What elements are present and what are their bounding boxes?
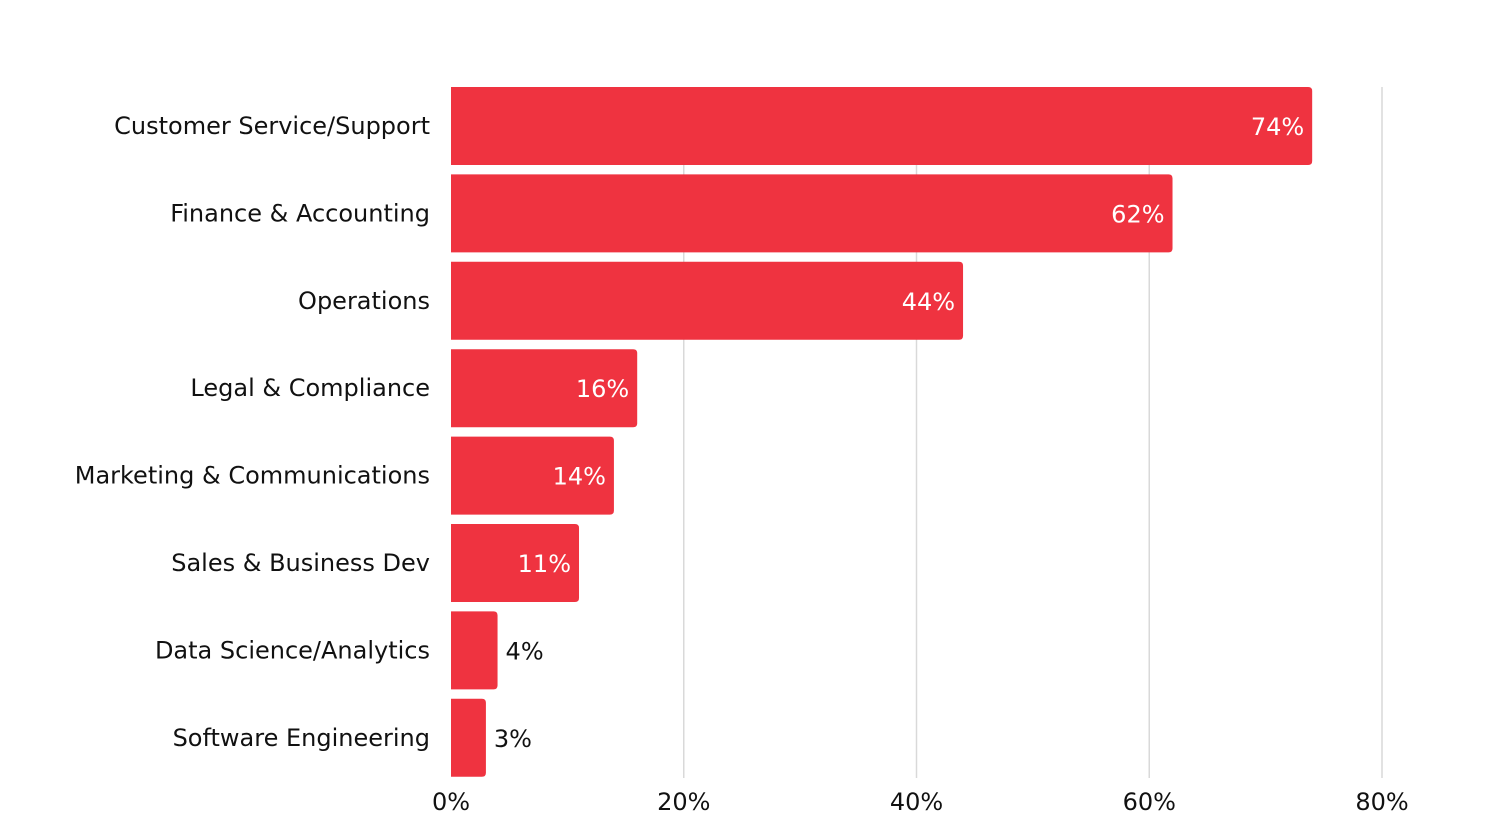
value-label: 3% bbox=[494, 725, 532, 753]
x-axis-ticks: 0% 20% 40% 60% 80% bbox=[432, 788, 1409, 816]
bar bbox=[451, 174, 1173, 253]
value-label: 62% bbox=[1111, 200, 1164, 228]
bar bbox=[451, 261, 964, 340]
x-tick-label: 80% bbox=[1355, 788, 1408, 816]
bar bbox=[451, 698, 486, 777]
category-label: Customer Service/Support bbox=[114, 112, 430, 140]
category-label: Legal & Compliance bbox=[190, 374, 430, 402]
category-labels: Customer Service/Support Finance & Accoun… bbox=[75, 112, 430, 752]
value-label: 11% bbox=[518, 550, 571, 578]
value-label: 14% bbox=[553, 463, 606, 491]
bar bbox=[451, 349, 638, 428]
value-label: 4% bbox=[506, 637, 544, 665]
bar bbox=[451, 611, 498, 690]
value-label: 44% bbox=[902, 288, 955, 316]
bars bbox=[451, 87, 1313, 777]
value-label: 74% bbox=[1251, 113, 1304, 141]
category-label: Marketing & Communications bbox=[75, 462, 430, 490]
category-label: Sales & Business Dev bbox=[171, 549, 430, 577]
bar bbox=[451, 87, 1313, 165]
value-label: 16% bbox=[576, 375, 629, 403]
bar bbox=[451, 436, 614, 515]
x-tick-label: 20% bbox=[657, 788, 710, 816]
category-label: Operations bbox=[298, 287, 430, 315]
x-tick-label: 0% bbox=[432, 788, 470, 816]
category-label: Data Science/Analytics bbox=[155, 636, 430, 664]
x-tick-label: 60% bbox=[1123, 788, 1176, 816]
category-label: Software Engineering bbox=[173, 724, 430, 752]
x-tick-label: 40% bbox=[890, 788, 943, 816]
category-label: Finance & Accounting bbox=[170, 199, 430, 227]
bar bbox=[451, 524, 580, 602]
value-labels: 74% 62% 44% 16% 14% 11% 4% 3% bbox=[494, 113, 1304, 753]
